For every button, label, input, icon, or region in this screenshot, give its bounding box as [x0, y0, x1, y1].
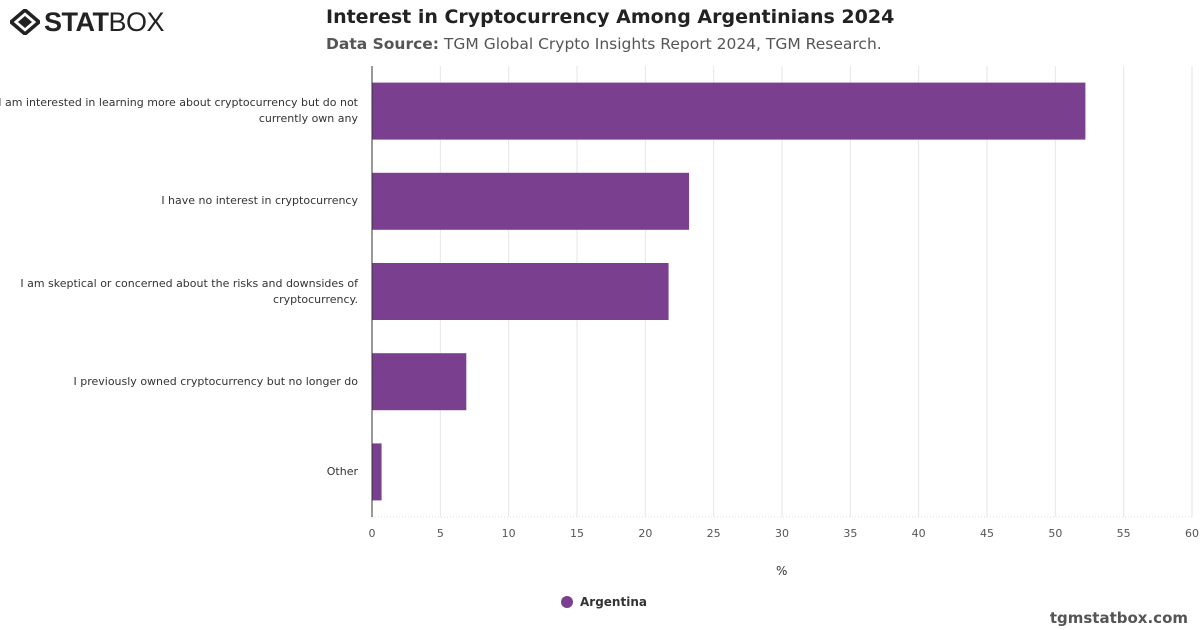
y-category-label: I have no interest in cryptocurrency [161, 194, 358, 208]
bar[interactable] [372, 353, 467, 411]
y-category-label: I am skeptical or concerned about the ri… [20, 276, 358, 306]
x-tick-label: 10 [502, 527, 516, 540]
y-category-label: Other [326, 464, 358, 478]
x-tick-label: 35 [843, 527, 857, 540]
x-tick-label: 5 [437, 527, 444, 540]
bar[interactable] [372, 263, 669, 320]
x-axis-label: % [776, 564, 788, 578]
x-tick-label: 20 [638, 527, 652, 540]
bar[interactable] [372, 172, 690, 230]
x-tick-label: 30 [775, 527, 789, 540]
bar[interactable] [372, 443, 382, 501]
x-tick-label: 0 [369, 527, 376, 540]
legend-label: Argentina [580, 595, 647, 609]
legend-dot-icon [561, 596, 573, 608]
x-tick-label: 50 [1048, 527, 1062, 540]
legend-item-argentina[interactable]: Argentina [561, 595, 647, 609]
logo-text-light: BOX [108, 6, 165, 37]
chart-subtitle: Data Source: TGM Global Crypto Insights … [326, 35, 882, 53]
footer-url[interactable]: tgmstatbox.com [1049, 609, 1188, 627]
source-text: TGM Global Crypto Insights Report 2024, … [443, 35, 882, 53]
x-tick-label: 60 [1185, 527, 1199, 540]
y-category-label: I previously owned cryptocurrency but no… [73, 374, 358, 388]
statbox-diamond-icon [10, 9, 40, 35]
bar[interactable] [372, 82, 1086, 140]
logo-text-bold: STAT [44, 6, 109, 37]
x-tick-label: 40 [912, 527, 926, 540]
x-tick-label: 25 [707, 527, 721, 540]
statbox-logo: STAT BOX [10, 6, 165, 37]
x-tick-label: 15 [570, 527, 584, 540]
chart-title: Interest in Cryptocurrency Among Argenti… [326, 6, 895, 28]
y-category-label: I am interested in learning more about c… [0, 96, 358, 126]
source-label: Data Source: [326, 35, 439, 53]
x-tick-label: 55 [1117, 527, 1131, 540]
x-tick-label: 45 [980, 527, 994, 540]
